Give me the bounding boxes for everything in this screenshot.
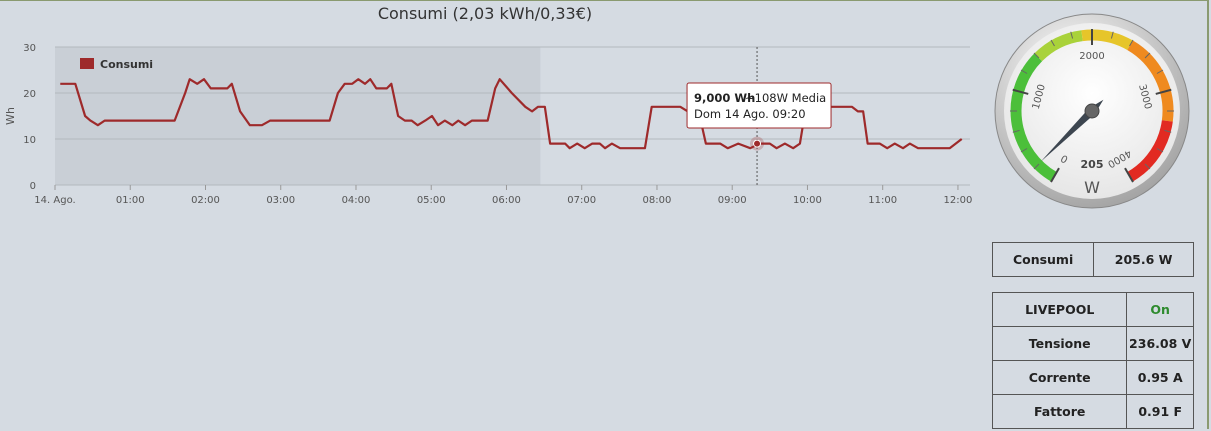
table-row: Corrente 0.95 A [991, 360, 1194, 395]
gauge-minor-tick [1164, 129, 1172, 133]
gauge-minor-tick [1110, 31, 1114, 39]
gauge-minor-tick [1020, 69, 1028, 74]
table-row: Fattore 0.91 F [991, 394, 1194, 429]
x-tick-label: 07:00 [567, 195, 596, 206]
value-cell: 236.08 V [1126, 326, 1194, 361]
gauge-minor-tick [1012, 129, 1020, 133]
x-tick-label: 01:00 [116, 195, 145, 206]
gauge-value: 205 [1081, 158, 1104, 171]
y-tick-label: 30 [23, 43, 36, 54]
y-tick-label: 20 [23, 89, 36, 100]
gauge-minor-tick [1129, 39, 1134, 47]
x-tick-label: 14. Ago. [34, 195, 75, 206]
tooltip-box [686, 82, 832, 129]
gauge-minor-tick [1050, 39, 1055, 47]
gauge-minor-tick [1070, 31, 1074, 39]
tooltip-text: ~108W Media [745, 91, 826, 105]
hover-point [753, 139, 762, 148]
gauge-band [1034, 30, 1084, 62]
x-tick-label: 05:00 [417, 195, 446, 206]
x-tick-label: 12:00 [944, 195, 973, 206]
table-row: Tensione 236.08 V [991, 326, 1194, 361]
gauge-minor-tick [1156, 69, 1164, 74]
label-cell: Tensione [991, 326, 1128, 361]
y-axis-label: Wh [4, 107, 17, 125]
label-cell: LIVEPOOL [991, 292, 1128, 327]
gauge-tick [1050, 167, 1060, 183]
y-tick-label: 0 [30, 181, 36, 192]
gauge-minor-tick [1033, 163, 1040, 170]
gauge-minor-tick [1020, 148, 1028, 153]
tooltip-value: 9,000 Wh [694, 91, 755, 105]
table-row: LIVEPOOL On [991, 292, 1194, 327]
tooltip-date: Dom 14 Ago. 09:20 [694, 107, 806, 121]
plot-band [55, 47, 541, 185]
value-cell: 0.95 A [1126, 360, 1194, 395]
x-tick-label: 04:00 [342, 195, 371, 206]
x-tick-label: 02:00 [191, 195, 220, 206]
value-cell: 205.6 W [1093, 242, 1194, 277]
legend-label: Consumi [100, 58, 153, 71]
chart: Consumi (2,03 kWh/0,33€) Wh 0 10 20 30 14. A… [4, 4, 973, 206]
gauge-tick-label: 2000 [1079, 51, 1104, 62]
value-cell: On [1126, 292, 1194, 327]
gauge-band [1081, 29, 1133, 51]
x-tick-label: 08:00 [643, 195, 672, 206]
x-tick-label: 11:00 [868, 195, 897, 206]
gauge-minor-tick [1144, 163, 1151, 170]
gauge-minor-tick [1156, 148, 1164, 153]
x-tick-label: 09:00 [718, 195, 747, 206]
chart-title: Consumi (2,03 kWh/0,33€) [378, 4, 592, 23]
x-tick-label: 10:00 [793, 195, 822, 206]
series-line [60, 78, 963, 150]
x-tick-label: 03:00 [266, 195, 295, 206]
gauge-pivot [1084, 103, 1100, 119]
gauge-minor-tick [1033, 52, 1040, 59]
gauge-band [1127, 120, 1173, 182]
label-cell: Consumi [991, 242, 1095, 277]
label-cell: Corrente [991, 360, 1128, 395]
gauge-minor-tick [1144, 52, 1151, 59]
gauge-tick [1124, 167, 1134, 183]
table: Consumi 205.6 W [991, 242, 1194, 277]
label-cell: Fattore [991, 394, 1128, 429]
gauge-tick [1155, 88, 1172, 95]
table-row: Consumi 205.6 W [991, 242, 1194, 277]
gauge-tick [1012, 88, 1029, 95]
y-tick-label: 10 [23, 135, 36, 146]
gauge-tick-label: 0 [1059, 152, 1070, 165]
gauge-unit: W [1084, 178, 1100, 197]
legend-swatch [80, 58, 94, 69]
x-tick-label: 06:00 [492, 195, 521, 206]
value-cell: 0.91 F [1126, 394, 1194, 429]
table: LIVEPOOL On Tensione 236.08 V Corrente 0.95 A… [991, 292, 1194, 429]
gauge-band [1010, 53, 1057, 182]
